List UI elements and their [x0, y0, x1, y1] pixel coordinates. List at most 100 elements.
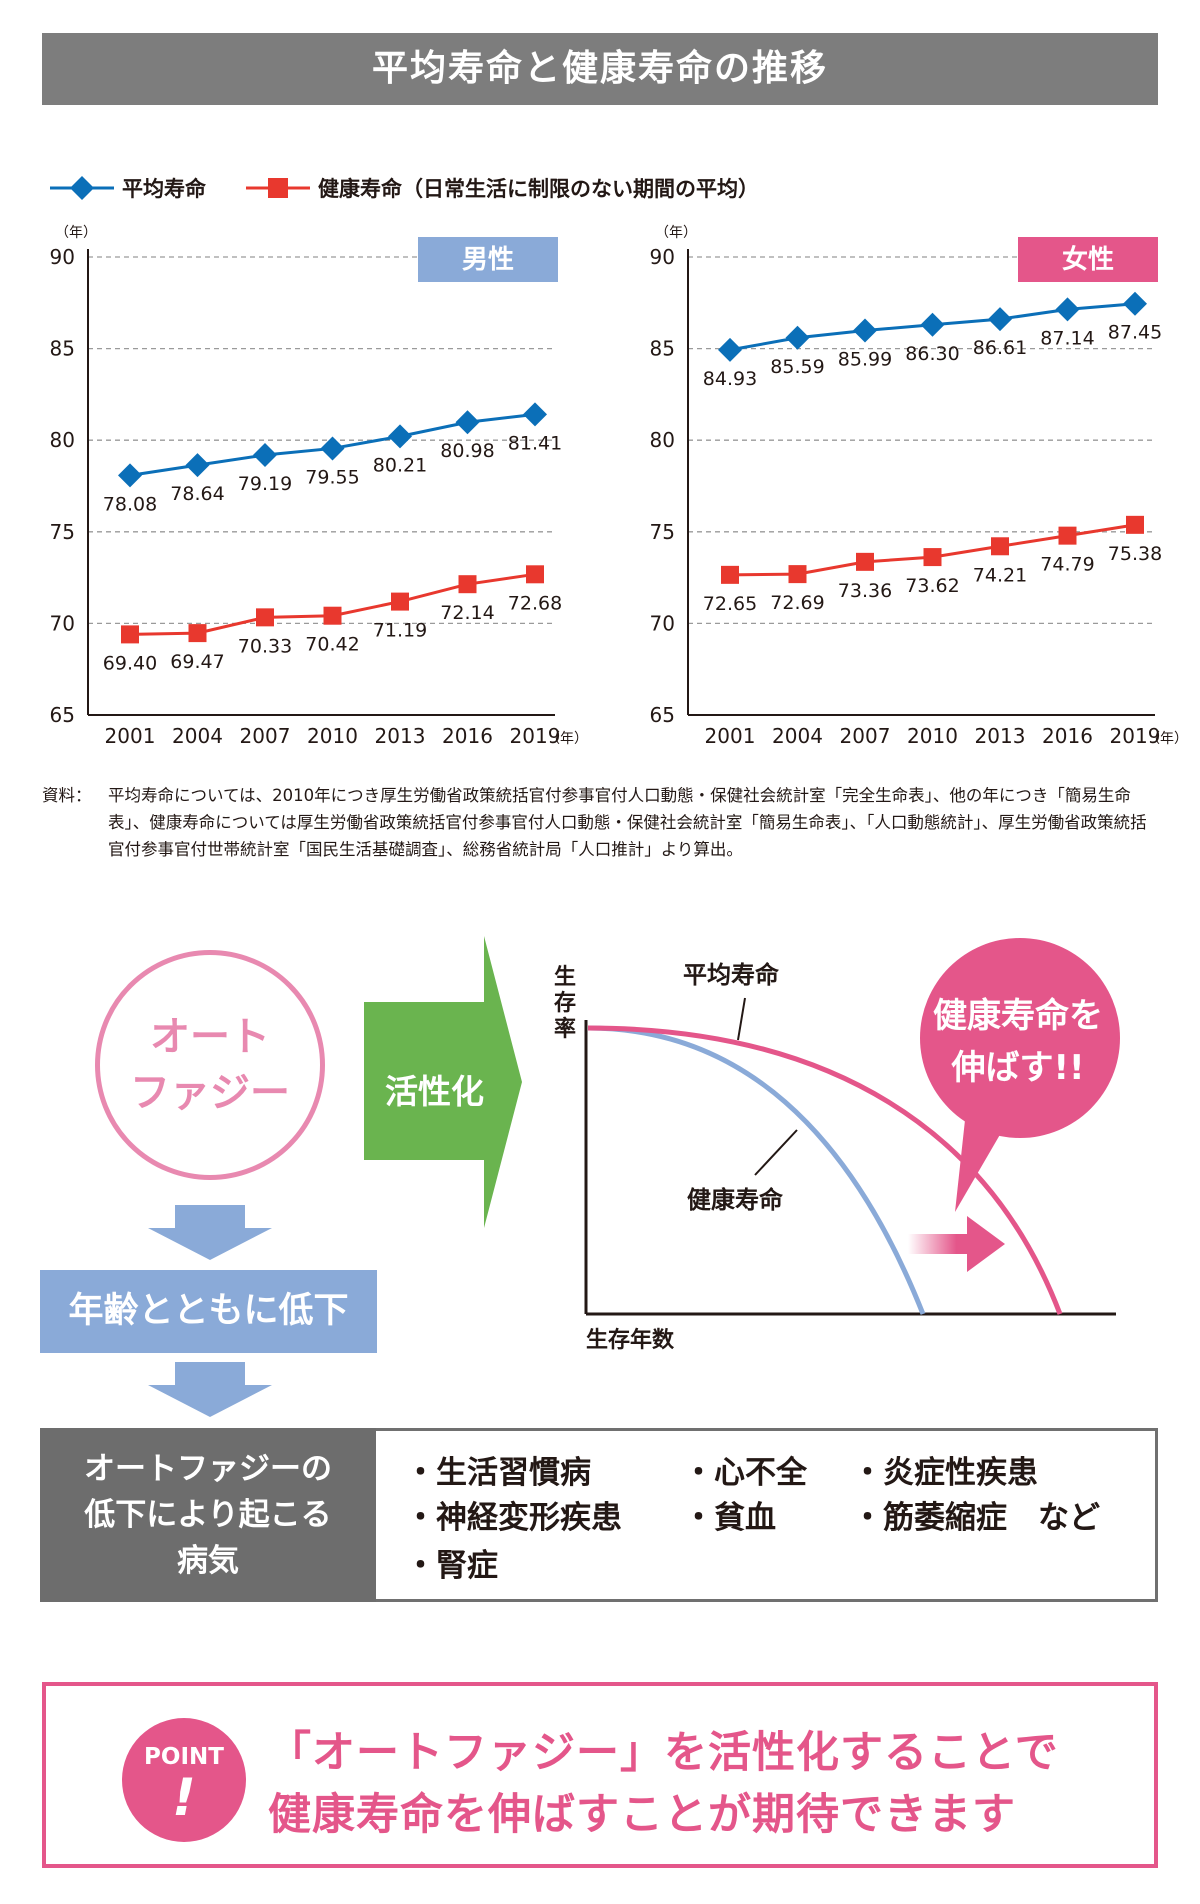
legend-avg-marker-icon: [50, 176, 114, 200]
down-arrow-1-icon: [148, 1205, 272, 1260]
diagram-graphics: [148, 936, 1120, 1417]
female-x-unit: （年）: [1146, 731, 1188, 747]
avg-curve-pointer: [737, 997, 746, 1041]
female-y-tick: 70: [650, 611, 675, 635]
female-x-tick: 2004: [772, 724, 823, 748]
male-x-tick: 2019: [510, 724, 561, 748]
male-avg-point: [185, 453, 210, 478]
female-healthy-point: [1058, 526, 1077, 545]
female-healthy-point: [788, 565, 807, 584]
male-healthy-point: [121, 625, 139, 644]
male-y-tick: 75: [50, 520, 75, 544]
female-healthy-point: [923, 548, 942, 567]
y-axis-label: 生 存 率: [552, 965, 578, 1043]
female-avg-point: [718, 337, 742, 362]
chart-legend: 平均寿命 健康寿命（日常生活に制限のない期間の平均）: [50, 168, 799, 208]
male-panel-label: 男性: [462, 245, 514, 275]
male-avg-point: [118, 463, 142, 488]
female-healthy-point: [1126, 515, 1144, 534]
disease-item: ・筋萎縮症 など: [852, 1500, 1100, 1536]
male-data-label: 70.33: [238, 635, 292, 657]
disease-header-line-2: 低下により起こる: [84, 1497, 332, 1533]
healthy-curve: [587, 1025, 926, 1315]
disease-item: ・貧血: [683, 1500, 776, 1536]
activation-label: 活性化: [385, 1072, 484, 1111]
female-x-tick: 2007: [840, 724, 891, 748]
male-y-tick: 90: [50, 245, 75, 269]
female-data-label: 85.99: [838, 348, 892, 370]
female-avg-point: [785, 325, 810, 350]
female-panel-tag: [1018, 237, 1158, 282]
male-data-label: 80.21: [373, 454, 427, 476]
point-box: [42, 1682, 1158, 1868]
female-data-label: 86.30: [905, 343, 959, 365]
female-data-label: 73.62: [905, 575, 959, 597]
male-data-label: 81.41: [508, 432, 562, 454]
female-data-label: 72.65: [703, 593, 757, 615]
male-data-label: 69.47: [170, 651, 224, 673]
female-data-label: 74.21: [973, 564, 1027, 586]
disease-header: オートファジーの 低下により起こる 病気: [40, 1428, 376, 1602]
male-x-tick: 2013: [375, 724, 426, 748]
female-healthy-point: [721, 565, 739, 584]
female-x-tick: 2019: [1110, 724, 1161, 748]
female-data-label: 73.36: [838, 580, 892, 602]
legend-healthy-label: 健康寿命（日常生活に制限のない期間の平均）: [318, 177, 759, 201]
chart-male: （年） 90 85 80 75 70 65 2001 2004 2007 2010 2013 2016 2…: [50, 225, 588, 748]
y-axis-char-1: 生: [553, 965, 576, 990]
female-data-label: 87.14: [1040, 327, 1094, 349]
male-panel-tag: [418, 237, 558, 282]
male-avg-point: [388, 424, 412, 449]
y-axis-char-3: 率: [553, 1017, 576, 1042]
male-healthy-point: [188, 624, 207, 643]
male-avg-point: [455, 410, 480, 435]
female-x-tick: 2016: [1042, 724, 1093, 748]
female-avg-point: [1055, 297, 1080, 322]
female-x-tick: 2013: [975, 724, 1026, 748]
female-data-label: 86.61: [973, 337, 1027, 359]
speech-bubble-tail: [955, 1120, 1005, 1212]
female-data-label: 75.38: [1108, 543, 1162, 565]
healthy-curve-label: 健康寿命: [687, 1186, 783, 1214]
male-healthy-point: [391, 592, 409, 611]
legend-healthy: 健康寿命（日常生活に制限のない期間の平均）: [246, 173, 759, 203]
source-note: 資料： 平均寿命については、2010年につき厚生労働省政策統括官付参事官付人口動…: [42, 782, 1158, 863]
healthy-curve-pointer: [754, 1129, 798, 1176]
male-data-label: 78.64: [170, 483, 224, 505]
male-healthy-point: [256, 608, 274, 627]
male-y-tick: 80: [50, 428, 75, 452]
avg-curve-label: 平均寿命: [683, 961, 779, 989]
autophagy-line-2: ファジー: [130, 1070, 290, 1116]
female-data-label: 85.59: [770, 356, 824, 378]
female-avg-point: [988, 307, 1012, 332]
bubble-line-2: 伸ばす!!: [951, 1048, 1085, 1088]
female-y-tick: 90: [650, 245, 675, 269]
male-data-label: 71.19: [373, 620, 427, 642]
male-data-label: 72.14: [440, 602, 494, 624]
y-axis-char-2: 存: [553, 991, 576, 1016]
female-x-tick: 2001: [705, 724, 756, 748]
legend-avg: 平均寿命: [50, 173, 206, 203]
point-badge: POINT !: [122, 1718, 246, 1842]
male-healthy-point: [526, 565, 544, 584]
male-avg-point: [523, 402, 547, 427]
male-avg-point: [320, 436, 345, 461]
female-y-tick: 75: [650, 520, 675, 544]
female-healthy-point: [991, 537, 1009, 556]
disease-item: ・生活習慣病: [405, 1455, 591, 1491]
avg-curve: [587, 1025, 1063, 1315]
point-line-1: 「オートファジー」を活性化することで: [268, 1728, 1059, 1778]
male-data-label: 78.08: [103, 493, 157, 515]
female-y-tick: 80: [650, 428, 675, 452]
female-data-label: 87.45: [1108, 322, 1162, 344]
female-x-tick: 2010: [907, 724, 958, 748]
female-avg-point: [1123, 291, 1147, 316]
disease-header-line-1: オートファジーの: [84, 1451, 332, 1487]
male-y-unit: （年）: [55, 225, 97, 241]
exclamation-icon: !: [172, 1768, 196, 1828]
bubble-line-1: 健康寿命を: [933, 996, 1103, 1036]
male-y-tick: 85: [50, 337, 75, 361]
female-data-label: 72.69: [770, 592, 824, 614]
extend-arrow-icon: [908, 1216, 1005, 1272]
female-data-label: 74.79: [1040, 554, 1094, 576]
